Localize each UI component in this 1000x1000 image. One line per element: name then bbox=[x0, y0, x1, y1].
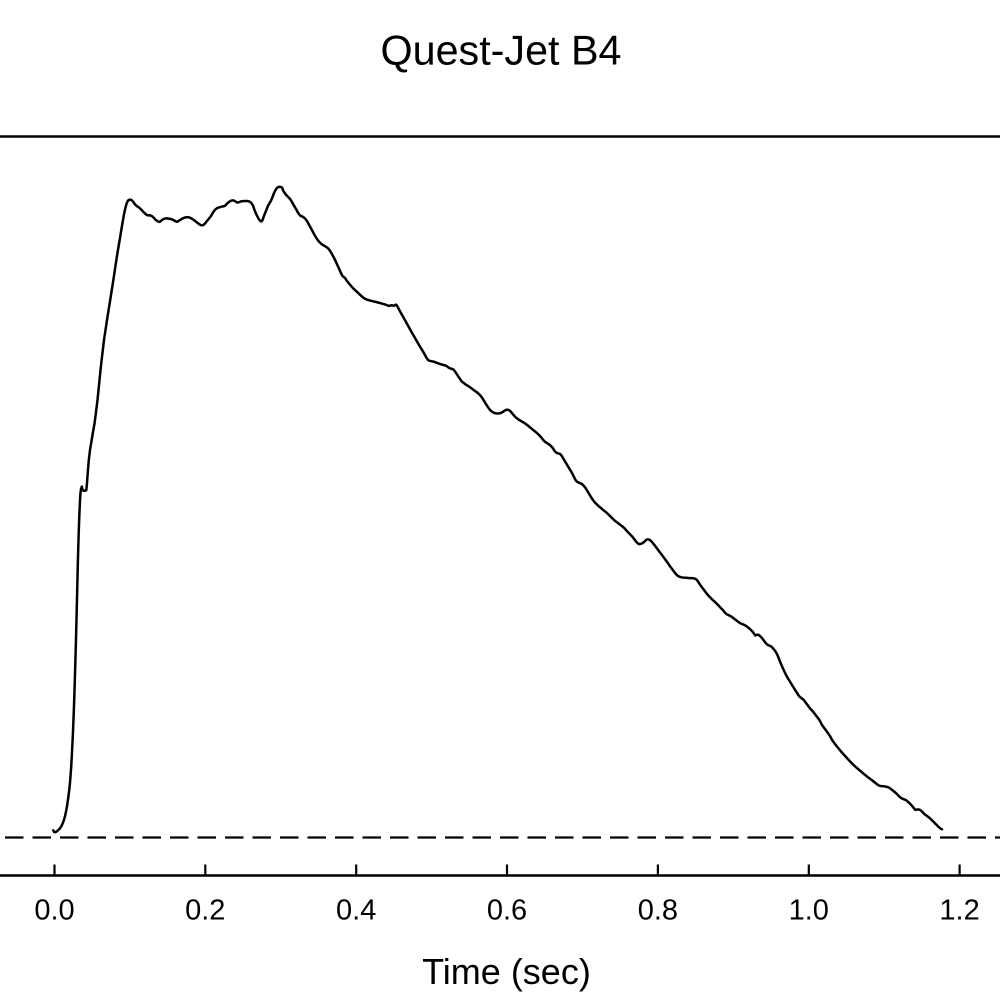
svg-text:0.4: 0.4 bbox=[336, 895, 376, 927]
svg-text:Time (sec): Time (sec) bbox=[422, 951, 591, 992]
svg-text:Quest-Jet B4: Quest-Jet B4 bbox=[380, 28, 621, 74]
svg-text:0.6: 0.6 bbox=[487, 895, 527, 927]
svg-text:1.2: 1.2 bbox=[939, 895, 979, 927]
svg-text:0.8: 0.8 bbox=[638, 895, 678, 927]
svg-text:0.0: 0.0 bbox=[34, 895, 74, 927]
svg-text:0.2: 0.2 bbox=[185, 895, 225, 927]
svg-text:1.0: 1.0 bbox=[789, 895, 829, 927]
